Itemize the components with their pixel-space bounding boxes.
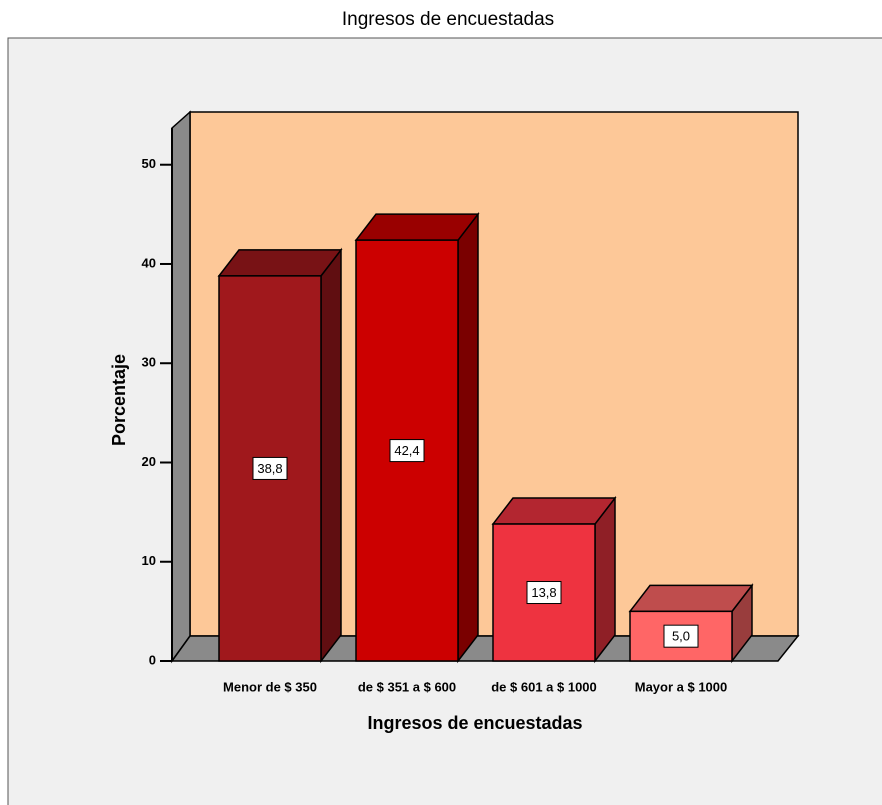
y-axis-title: Porcentaje: [109, 354, 129, 446]
x-tick-label: Menor de $ 350: [223, 679, 317, 694]
bar-top: [217, 249, 343, 277]
y-tick-label: 50: [142, 156, 156, 171]
x-tick-label: de $ 601 a $ 1000: [491, 679, 597, 694]
x-tick-label: Mayor a $ 1000: [635, 679, 728, 694]
value-label-box: [526, 581, 562, 605]
y-tick-label: 10: [142, 553, 156, 568]
value-label-box: [663, 624, 699, 648]
y-tick-label: 30: [142, 355, 156, 370]
value-label: 38,8: [257, 461, 282, 476]
x-tick-label: de $ 351 a $ 600: [358, 679, 456, 694]
bar-side: [457, 211, 479, 664]
y-tick-label: 0: [149, 652, 156, 667]
value-label: 42,4: [394, 443, 419, 458]
y-tick-label: 20: [142, 454, 156, 469]
bar-side: [594, 495, 616, 664]
x-axis-title: Ingresos de encuestadas: [367, 713, 582, 733]
y-tick-label: 40: [142, 255, 156, 270]
bar-top: [354, 213, 480, 241]
value-label-box: [252, 456, 288, 480]
chart-title: Ingresos de encuestadas: [342, 9, 554, 30]
value-label: 5,0: [672, 629, 690, 644]
bar-top: [491, 497, 617, 525]
value-label-box: [389, 439, 425, 463]
bar-top: [628, 584, 754, 613]
side-wall: [171, 110, 191, 664]
bar-side: [320, 247, 342, 664]
value-label: 13,8: [531, 585, 556, 600]
